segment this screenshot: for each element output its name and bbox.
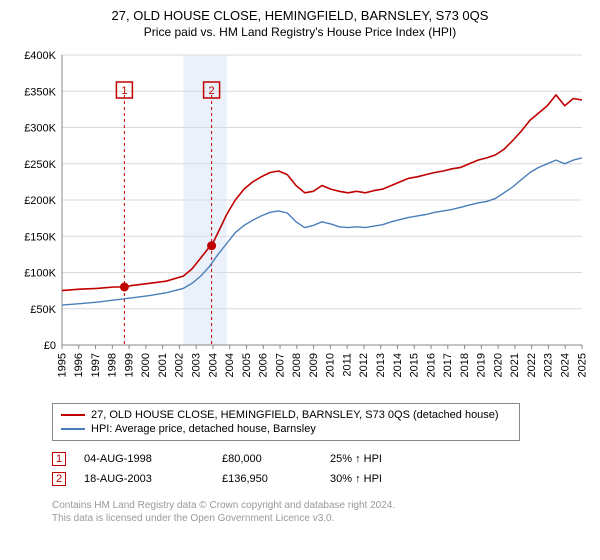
svg-text:2023: 2023 xyxy=(543,353,555,377)
svg-text:2: 2 xyxy=(209,85,215,97)
legend-box: 27, OLD HOUSE CLOSE, HEMINGFIELD, BARNSL… xyxy=(52,403,520,441)
svg-text:1997: 1997 xyxy=(90,353,102,377)
svg-text:2004: 2004 xyxy=(224,353,236,377)
chart-container: 27, OLD HOUSE CLOSE, HEMINGFIELD, BARNSL… xyxy=(0,0,600,529)
legend-swatch xyxy=(61,414,85,416)
chart-subtitle: Price paid vs. HM Land Registry's House … xyxy=(12,25,588,39)
sale-date: 04-AUG-1998 xyxy=(84,453,204,465)
sale-row: 1 04-AUG-1998 £80,000 25% ↑ HPI xyxy=(52,449,588,469)
svg-text:£300K: £300K xyxy=(24,123,56,135)
svg-text:2016: 2016 xyxy=(425,353,437,377)
sales-table: 1 04-AUG-1998 £80,000 25% ↑ HPI 2 18-AUG-2003… xyxy=(52,449,588,489)
sale-marker: 2 xyxy=(52,472,66,486)
svg-text:2005: 2005 xyxy=(241,353,253,377)
sale-marker: 1 xyxy=(52,452,66,466)
legend-item: 27, OLD HOUSE CLOSE, HEMINGFIELD, BARNSL… xyxy=(61,408,511,422)
svg-text:2017: 2017 xyxy=(442,353,454,377)
svg-text:£100K: £100K xyxy=(24,268,56,280)
svg-text:1: 1 xyxy=(121,85,127,97)
footer-line-2: This data is licensed under the Open Gov… xyxy=(52,512,588,525)
svg-text:2004: 2004 xyxy=(207,353,219,377)
svg-text:£50K: £50K xyxy=(30,304,56,316)
sale-date: 18-AUG-2003 xyxy=(84,473,204,485)
chart-title: 27, OLD HOUSE CLOSE, HEMINGFIELD, BARNSL… xyxy=(12,8,588,23)
svg-text:£200K: £200K xyxy=(24,195,56,207)
footer-attribution: Contains HM Land Registry data © Crown c… xyxy=(52,499,588,525)
legend-label: HPI: Average price, detached house, Barn… xyxy=(91,423,316,435)
svg-text:2014: 2014 xyxy=(392,353,404,377)
sale-price: £136,950 xyxy=(222,473,312,485)
svg-text:£150K: £150K xyxy=(24,231,56,243)
svg-text:2008: 2008 xyxy=(291,353,303,377)
svg-text:2018: 2018 xyxy=(459,353,471,377)
legend-item: HPI: Average price, detached house, Barn… xyxy=(61,422,511,436)
svg-text:2021: 2021 xyxy=(509,353,521,377)
svg-text:£250K: £250K xyxy=(24,159,56,171)
svg-text:2015: 2015 xyxy=(409,353,421,377)
svg-text:1998: 1998 xyxy=(107,353,119,377)
svg-text:2012: 2012 xyxy=(358,353,370,377)
svg-text:2013: 2013 xyxy=(375,353,387,377)
svg-text:2020: 2020 xyxy=(492,353,504,377)
legend-label: 27, OLD HOUSE CLOSE, HEMINGFIELD, BARNSL… xyxy=(91,409,499,421)
legend-swatch xyxy=(61,428,85,430)
line-chart-svg: £0 £50K £100K £150K £200K £250K £300K £350K £400… xyxy=(12,45,588,395)
chart-plot-area: £0 £50K £100K £150K £200K £250K £300K £350K £400… xyxy=(12,45,588,395)
svg-text:2003: 2003 xyxy=(190,353,202,377)
svg-text:2009: 2009 xyxy=(308,353,320,377)
svg-text:£0: £0 xyxy=(44,340,56,352)
sale-hpi-delta: 30% ↑ HPI xyxy=(330,473,420,485)
svg-text:2000: 2000 xyxy=(140,353,152,377)
svg-text:£350K: £350K xyxy=(24,86,56,98)
svg-text:2010: 2010 xyxy=(325,353,337,377)
sale-hpi-delta: 25% ↑ HPI xyxy=(330,453,420,465)
svg-text:2007: 2007 xyxy=(274,353,286,377)
svg-text:1999: 1999 xyxy=(123,353,135,377)
svg-text:2019: 2019 xyxy=(476,353,488,377)
svg-text:2006: 2006 xyxy=(258,353,270,377)
sale-price: £80,000 xyxy=(222,453,312,465)
svg-text:2022: 2022 xyxy=(526,353,538,377)
svg-text:2011: 2011 xyxy=(341,353,353,377)
svg-text:1996: 1996 xyxy=(73,353,85,377)
svg-text:£400K: £400K xyxy=(24,50,56,62)
svg-text:2024: 2024 xyxy=(560,353,572,377)
svg-text:2002: 2002 xyxy=(174,353,186,377)
svg-text:1995: 1995 xyxy=(56,353,68,377)
footer-line-1: Contains HM Land Registry data © Crown c… xyxy=(52,499,588,512)
svg-text:2025: 2025 xyxy=(576,353,588,377)
sale-row: 2 18-AUG-2003 £136,950 30% ↑ HPI xyxy=(52,469,588,489)
svg-text:2001: 2001 xyxy=(157,353,169,377)
